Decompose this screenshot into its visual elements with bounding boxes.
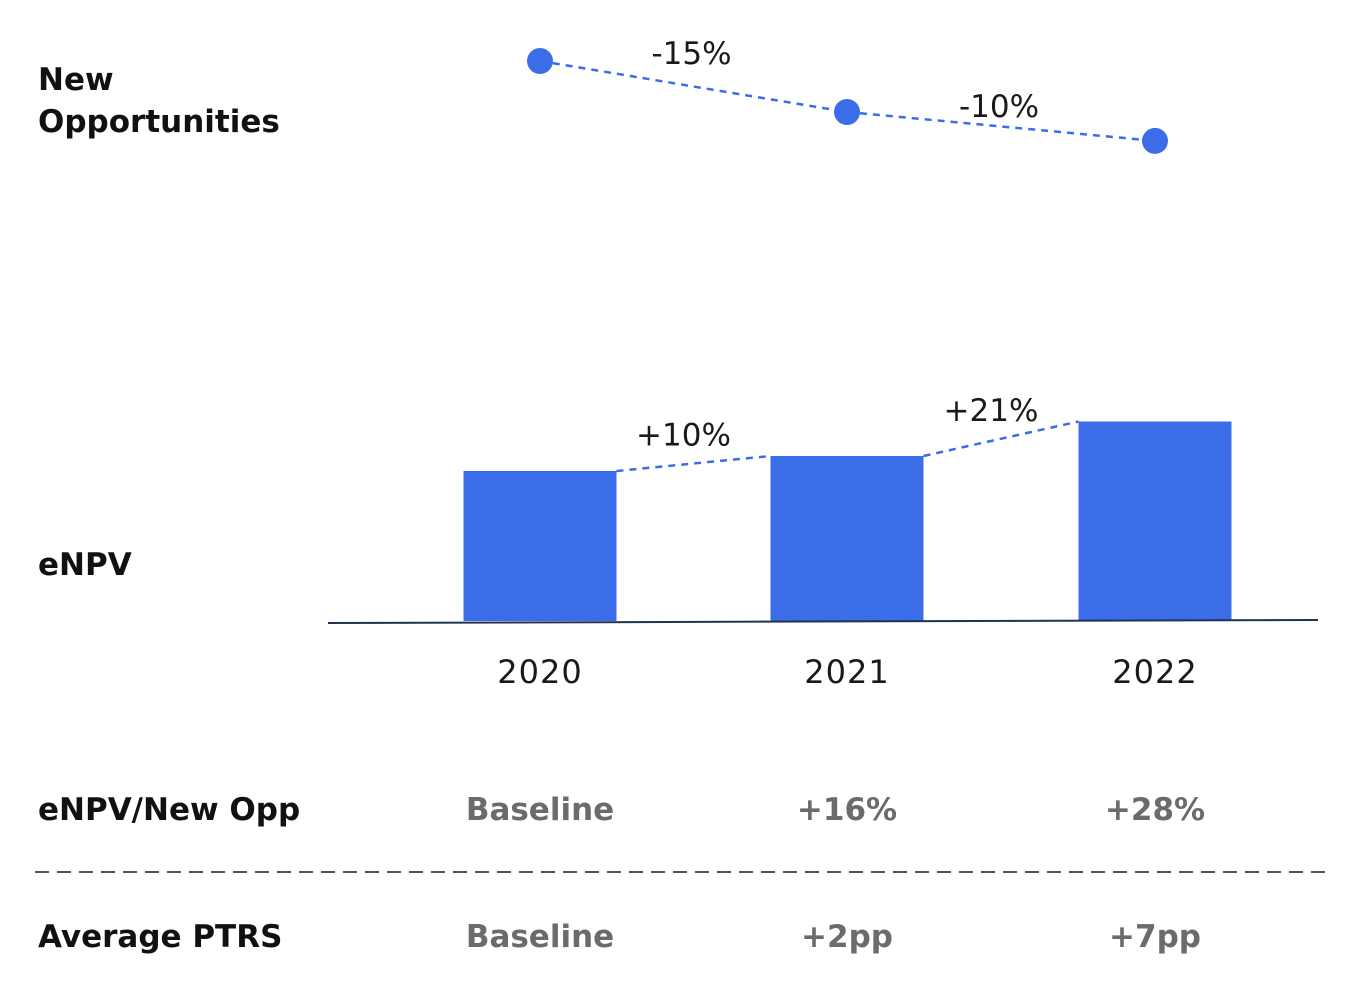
bar-2021 [770,456,924,621]
line-point-2020 [527,48,553,74]
average-ptrs-value: Baseline [466,919,614,955]
enpv-per-opp-value: Baseline [466,792,614,828]
enpv-per-opp-value: +28% [1105,792,1205,828]
x-tick-label: 2020 [497,653,582,691]
x-axis-line [327,619,1319,624]
enpv-per-opp-value: +16% [797,792,897,828]
bar-connector [923,420,1079,458]
line-change-label: -10% [959,89,1039,125]
bar-2020 [463,471,617,621]
line-point-2021 [834,99,860,125]
enpv-label: eNPV [38,547,132,583]
bar-2022 [1078,421,1232,621]
new-opportunities-label-line1: New [38,62,114,98]
metrics-table: Baseline +16% +28% Baseline +2pp +7pp [466,792,1205,955]
bar-change-label: +10% [636,418,731,454]
line-change-label: -15% [651,36,731,72]
new-opportunities-label-line2: Opportunities [38,104,280,140]
line-point-2022 [1142,127,1168,154]
average-ptrs-value: +2pp [801,919,893,955]
enpv-per-opp-label: eNPV/New Opp [38,792,300,828]
average-ptrs-value: +7pp [1109,919,1201,955]
new-opportunities-line-chart: -15% -10% [527,36,1168,154]
bar-connector [616,454,771,473]
average-ptrs-label: Average PTRS [38,919,282,955]
bar-change-label: +21% [944,393,1039,429]
x-tick-label: 2022 [1112,653,1197,691]
enpv-bar-chart: 2020 2021 2022 +10% +21% [463,393,1232,691]
x-tick-label: 2021 [804,653,889,691]
